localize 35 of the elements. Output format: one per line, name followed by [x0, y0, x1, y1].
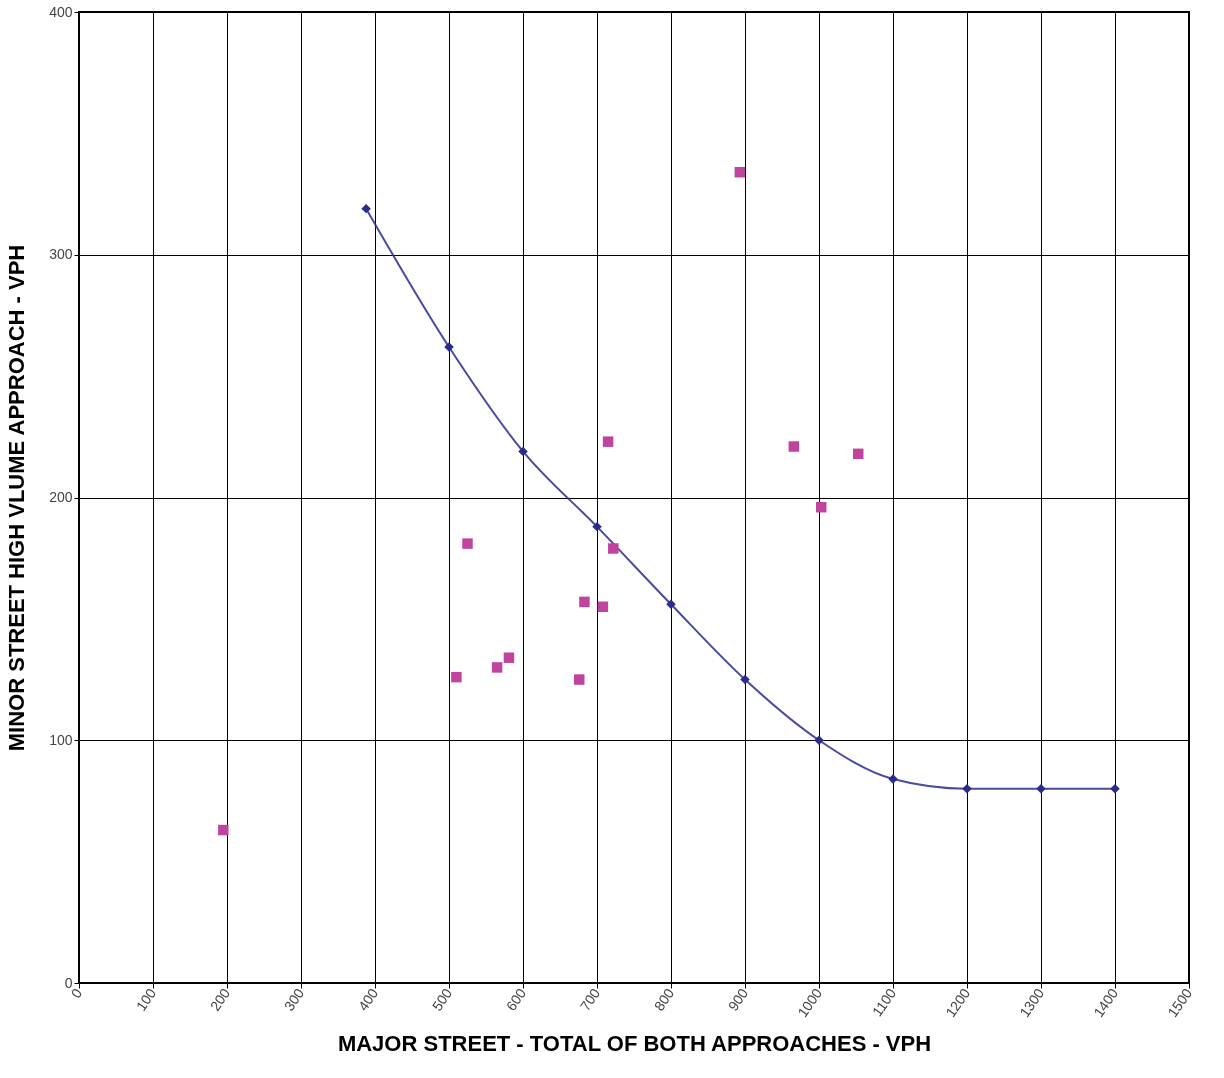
x-tick-label: 700 [576, 985, 604, 1014]
x-tick-label: 900 [724, 985, 752, 1014]
point [734, 166, 746, 178]
point [608, 543, 619, 554]
y-axis-title: MINOR STREET HIGH VLUME APPROACH - VPH [4, 244, 30, 752]
x-tick-label: 600 [502, 985, 530, 1014]
x-tick-label: 800 [650, 985, 678, 1014]
point [602, 436, 614, 447]
y-tick-label: 0 [64, 974, 73, 991]
point [815, 501, 827, 513]
point [666, 599, 676, 610]
x-tick-label: 400 [354, 985, 382, 1014]
point [574, 674, 585, 685]
point [597, 601, 609, 612]
y-tick-label: 200 [49, 489, 73, 505]
point [740, 674, 750, 685]
point [462, 538, 473, 549]
point [788, 441, 800, 452]
x-tick-label: 200 [206, 985, 234, 1014]
point [218, 824, 229, 836]
point [852, 448, 864, 460]
y-tick-label: 300 [49, 246, 73, 263]
point [491, 662, 503, 673]
point [361, 203, 371, 214]
x-tick-label: 300 [280, 985, 308, 1014]
x-tick-label: 500 [428, 985, 456, 1014]
point [592, 521, 602, 532]
x-axis-title: MAJOR STREET - TOTAL OF BOTH APPROACHES - VPH [337, 1031, 932, 1057]
y-tick-label: 100 [49, 731, 73, 748]
point [518, 446, 528, 457]
point [451, 671, 462, 683]
y-tick-label: 400 [49, 3, 73, 20]
point [503, 652, 515, 663]
x-tick-label: 100 [132, 985, 160, 1014]
point [579, 596, 590, 608]
